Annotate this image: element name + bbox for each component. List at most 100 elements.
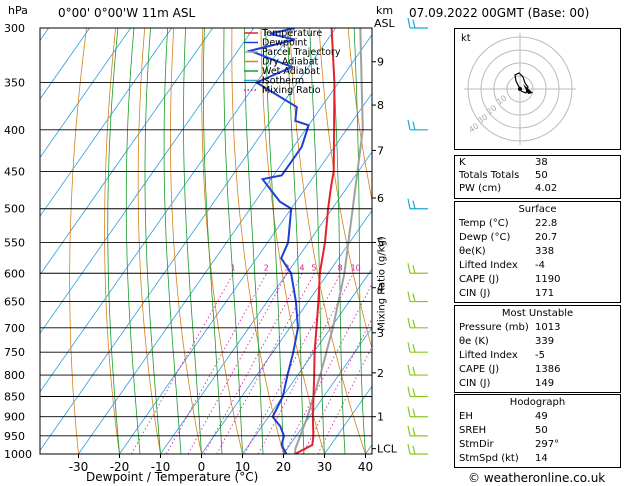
- x-tick-label: 0: [198, 460, 206, 474]
- legend-label: Dry Adiabat: [262, 57, 319, 68]
- wind-barb-upper-flag2: [412, 200, 416, 209]
- hodo-label: StmSpd (kt): [459, 453, 519, 464]
- mixing-ratio-label: 1: [231, 263, 236, 272]
- x-axis-title: Dewpoint / Temperature (°C): [86, 470, 259, 484]
- surface-row-cape: CAPE (J) 1190: [455, 274, 620, 287]
- surface-label: Temp (°C): [459, 218, 509, 229]
- hodo-label: EH: [459, 411, 473, 422]
- isotherm-line: [40, 28, 337, 452]
- datetime-title: 07.09.2022 00GMT (Base: 00): [409, 6, 590, 20]
- surface-value: 1190: [535, 274, 561, 285]
- hodo-label: StmDir: [459, 439, 494, 450]
- mixing-ratio-label: 20: [392, 263, 402, 272]
- surface-row-cin: CIN (J) 171: [455, 288, 620, 301]
- wind-barb-lower-flag: [407, 342, 411, 353]
- dry-adiabat-line: [137, 28, 161, 454]
- wind-barb-lower-flag2: [412, 408, 416, 417]
- x-tick-label: 30: [317, 460, 332, 474]
- wind-barb-lower-flag2: [412, 265, 416, 274]
- legend-label: Isotherm: [262, 76, 304, 87]
- hodo-label: SREH: [459, 425, 487, 436]
- most-unstable-title: Most Unstable: [501, 308, 574, 319]
- x-tick-label: 10: [235, 460, 250, 474]
- wind-barb-lower-flag2: [412, 293, 416, 302]
- hodo-value: 14: [535, 453, 548, 464]
- index-row-totals-totals: Totals Totals 50: [455, 170, 620, 183]
- mu-value: 149: [535, 378, 555, 389]
- surface-value: -4: [535, 260, 545, 271]
- mixing-ratio-label: 8: [338, 263, 343, 272]
- wind-barb-upper-flag: [407, 119, 411, 130]
- wind-barb-lower-flag: [407, 425, 411, 436]
- surface-value: 338: [535, 246, 555, 257]
- index-label: K: [459, 157, 466, 168]
- hodograph-panel: kt 10 20 30 40: [454, 28, 621, 150]
- legend-label: Wet Adiabat: [262, 66, 320, 77]
- wind-barb-lower-flag: [407, 317, 411, 328]
- isotherm-line: [40, 28, 296, 393]
- pressure-tick-label: 700: [4, 322, 25, 335]
- storm-motion-arrow: [523, 84, 533, 94]
- mu-value: -5: [535, 350, 545, 361]
- hodo-row-stmdir: StmDir 297°: [455, 439, 620, 452]
- wet-adiabat-line: [353, 28, 366, 454]
- index-row-k: K 38: [455, 157, 620, 170]
- pressure-tick-label: 550: [4, 236, 25, 249]
- height-tick-label: 3: [377, 327, 384, 340]
- km-unit-label: km: [376, 4, 394, 17]
- wet-adiabat-line: [223, 28, 243, 454]
- mu-row-cape: CAPE (J) 1386: [455, 364, 620, 377]
- mu-row-cin: CIN (J) 149: [455, 378, 620, 391]
- hodograph-ring-label-10: 10: [495, 93, 509, 106]
- isotherm-line: [78, 34, 372, 454]
- index-label: PW (cm): [459, 183, 502, 194]
- mu-label: CIN (J): [459, 378, 491, 389]
- index-label: Totals Totals: [459, 170, 520, 181]
- indices-panel: K 38 Totals Totals 50 PW (cm) 4.02: [454, 155, 621, 199]
- hodograph-stats-panel: Hodograph EH 49 SREH 50 StmDir 297° StmSpd …: [454, 394, 621, 468]
- pressure-tick-label: 500: [4, 203, 25, 216]
- height-tick-label: 5: [377, 236, 384, 249]
- x-tick-label: 20: [276, 460, 291, 474]
- x-tick-label: 40: [358, 460, 373, 474]
- isotherm-line: [160, 151, 372, 454]
- hodo-row-stmspd: StmSpd (kt) 14: [455, 453, 620, 466]
- hodograph-plot: kt 10 20 30 40: [461, 33, 576, 145]
- legend-label: Temperature: [261, 28, 322, 39]
- surface-row-dewp: Dewp (°C) 20.7: [455, 232, 620, 245]
- wind-barb-lower-flag: [407, 386, 411, 397]
- surface-value: 20.7: [535, 232, 558, 243]
- location-title: 0°00' 0°00'W 11m ASL: [58, 6, 196, 20]
- wind-barb-upper-flag: [407, 17, 411, 29]
- mu-value: 1386: [535, 364, 561, 375]
- hodo-row-sreh: SREH 50: [455, 425, 620, 438]
- height-tick-label: LCL: [377, 443, 398, 456]
- wind-barb-upper-flag2: [412, 19, 416, 29]
- wind-barb-lower-flag: [407, 364, 411, 376]
- surface-row-temp: Temp (°C) 22.8: [455, 218, 620, 231]
- mixing-ratio-label: 5: [311, 263, 316, 272]
- mu-row-pressure: Pressure (mb) 1013: [455, 322, 620, 335]
- isotherm-line: [119, 92, 372, 454]
- pressure-tick-label: 600: [4, 267, 25, 280]
- pressure-tick-label: 850: [4, 390, 25, 403]
- hodograph-ring-label-20: 20: [485, 103, 499, 116]
- height-tick-label: 8: [377, 99, 384, 112]
- dry-adiabat-line: [347, 28, 372, 202]
- mixing-ratio-line: [203, 273, 303, 454]
- legend-label: Dewpoint: [262, 38, 307, 49]
- pressure-tick-label: 450: [4, 165, 25, 178]
- surface-label: CAPE (J): [459, 274, 500, 285]
- height-tick-label: 4: [377, 282, 384, 295]
- mu-value: 1013: [535, 322, 561, 333]
- hodo-row-eh: EH 49: [455, 411, 620, 424]
- wind-barb-lower-flag2: [412, 388, 416, 397]
- mixing-ratio-line: [130, 273, 234, 454]
- hodograph-unit: kt: [461, 33, 471, 44]
- index-value: 38: [535, 157, 548, 168]
- wind-barb-upper-flag: [407, 198, 411, 209]
- surface-label: Lifted Index: [459, 260, 518, 271]
- isotherm-line: [40, 28, 132, 159]
- mu-row-theta-e: θe (K) 339: [455, 336, 620, 349]
- wind-barb-lower-flag: [407, 291, 411, 302]
